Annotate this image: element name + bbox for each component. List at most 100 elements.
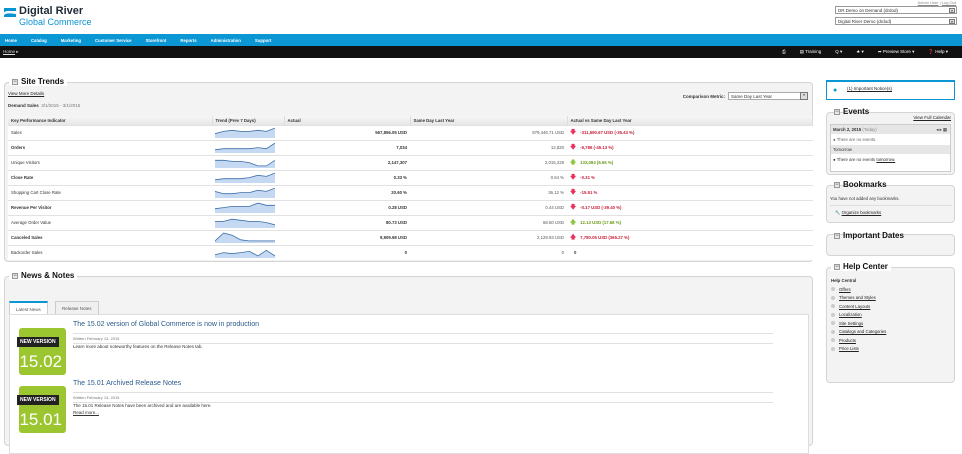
view-more-details-link[interactable]: View More Details <box>8 91 45 96</box>
help-link[interactable]: Content Layouts <box>839 303 871 309</box>
site-select-value: DR Demo on Demand (drdod) <box>838 8 899 13</box>
view-calendar-link[interactable]: View Full Calendar <box>913 115 951 120</box>
collapse-icon[interactable]: − <box>834 181 840 188</box>
nav-customer-service[interactable]: Customer Service <box>95 37 132 43</box>
kpi-table: Key Performance Indicator Trend (Prev 7 … <box>8 116 813 260</box>
diff-value: 🡇 -5,786 (-45.13 %) <box>567 139 813 155</box>
important-dates-title: Important Dates <box>843 231 904 240</box>
col-trend[interactable]: Trend (Prev 7 Days) <box>212 116 285 125</box>
print-icon[interactable]: ⎙ <box>782 49 786 54</box>
bookmarks-panel: − Bookmarks You have not added any bookma… <box>826 180 955 223</box>
preview-store-menu[interactable]: ➦ Preview Store ▾ <box>877 49 915 54</box>
trend-sparkline <box>214 172 276 183</box>
sparkline-line <box>214 202 275 209</box>
collapse-icon[interactable]: − <box>834 263 840 270</box>
sparkline-area <box>215 202 275 213</box>
trend-cell <box>212 139 284 155</box>
site-select[interactable]: DR Demo on Demand (drdod) ▼ <box>835 6 957 14</box>
trend-cell <box>212 199 284 215</box>
user-link[interactable]: Admin User <box>917 0 939 5</box>
actual-value: 0.28 USD <box>284 199 410 215</box>
help-link[interactable]: Localization <box>839 312 862 317</box>
help-menu[interactable]: ❓ Help ▾ <box>928 49 948 54</box>
nav-home[interactable]: Home <box>5 37 17 43</box>
trend-cell <box>212 124 284 140</box>
collapse-icon[interactable]: − <box>834 108 840 115</box>
col-actual[interactable]: Actual <box>284 116 411 125</box>
important-notices: ● (1) Important Notice(s) <box>826 80 955 100</box>
news-title-link[interactable]: The 15.02 version of Global Commerce is … <box>73 321 259 328</box>
collapse-icon[interactable]: − <box>834 232 840 239</box>
nav-storefront[interactable]: Storefront <box>145 37 167 43</box>
logout-link[interactable]: Log Out <box>941 0 956 5</box>
company-select[interactable]: Digital River Demo (drdod) ▼ <box>835 17 957 25</box>
nav-support[interactable]: Support <box>254 37 272 43</box>
comparison-label: Comparison Metric: <box>682 93 725 99</box>
table-row: Close Rate 0.33 % 0.64 % 🡇 -0.31 % <box>8 169 813 185</box>
help-item: Offers <box>831 287 886 292</box>
badge-label: NEW VERSION <box>17 337 59 347</box>
help-link[interactable]: Offers <box>839 286 851 292</box>
demand-sales-label: Demand Sales 3/1/2015 - 3/1/2015 <box>8 103 80 108</box>
nav-catalog[interactable]: Catalog <box>30 37 47 43</box>
diff-text: -0.31 % <box>580 174 595 180</box>
trend-sparkline <box>215 159 276 168</box>
read-more-link[interactable]: Read more... <box>73 410 100 415</box>
news-text: The 15.01 Release Notes have been archiv… <box>73 403 212 408</box>
help-link[interactable]: Products <box>839 337 856 343</box>
bullet-icon <box>831 338 835 342</box>
today-date: March 2, 2015 <box>833 127 862 132</box>
table-row: Shopping Cart Close Rate 20.60 % 36.12 %… <box>8 184 813 200</box>
help-link[interactable]: Themes and Styles <box>839 295 876 300</box>
help-link[interactable]: Site Settings <box>839 320 864 326</box>
nav-reports[interactable]: Reports <box>180 37 197 43</box>
arrow-down-icon: 🡇 <box>570 189 577 196</box>
organize-bookmarks: 🔧 Organize bookmarks <box>835 210 881 216</box>
diff-text: -311,590.67 USD (-35.43 %) <box>580 129 635 135</box>
help-link[interactable]: Price Lists <box>839 346 859 351</box>
arrow-down-icon: 🡇 <box>570 174 577 181</box>
diff-text: 132,084 (6.55 %) <box>580 159 614 165</box>
training-label: Training <box>805 49 822 54</box>
demand-label: Demand Sales <box>8 103 39 108</box>
news-title-link[interactable]: The 15.01 Archived Release Notes <box>73 380 182 387</box>
help-central-label: Help Central <box>831 278 857 283</box>
comparison-select[interactable]: Same Day Last Year ▼ <box>728 92 808 100</box>
training-button[interactable]: ▤ Training <box>799 49 822 54</box>
sparkline-line <box>214 127 276 134</box>
news-text: Learn more about noteworthy features on … <box>73 344 203 349</box>
event-empty: ● There are no events tomorrow. <box>833 157 896 162</box>
tab-release-notes[interactable]: Release Notes <box>55 301 99 315</box>
diff-text: -15.51 % <box>580 189 598 195</box>
table-row: Orders 7,034 12,820 🡇 -5,786 (-45.13 %) <box>8 139 813 155</box>
notices-link[interactable]: (1) Important Notice(s) <box>847 86 893 91</box>
comparison-value: Same Day Last Year <box>731 94 773 99</box>
preview-label: Preview Store ▾ <box>882 49 915 54</box>
collapse-icon[interactable]: − <box>12 78 18 85</box>
favorites-menu[interactable]: ★ ▾ <box>856 49 864 54</box>
today-header: March 2, 2015 (Today) ◂ ▸ ▦ <box>831 125 950 134</box>
help-item: Localization <box>831 312 886 317</box>
collapse-icon[interactable]: − <box>12 272 18 279</box>
organize-bookmarks-link[interactable]: Organize bookmarks <box>841 210 882 215</box>
nav-marketing[interactable]: Marketing <box>60 37 82 43</box>
breadcrumb-home[interactable]: Home <box>3 49 16 54</box>
sparkline-line <box>214 172 276 180</box>
nav-administration[interactable]: Administration <box>210 37 241 43</box>
diff-value: 🡅 12.13 USD (17.68 %) <box>567 214 813 230</box>
kpi-name: Unique Visitors <box>8 154 212 170</box>
diff-text: 7,780.05 USD (365.27 %) <box>580 234 630 240</box>
help-link[interactable]: Catalogs and Categories <box>839 329 887 334</box>
tomorrow-link[interactable]: tomorrow. <box>876 157 896 162</box>
sparkline-line <box>214 232 275 241</box>
col-kpi[interactable]: Key Performance Indicator <box>8 116 213 125</box>
trend-cell <box>212 214 284 230</box>
col-diff[interactable]: Actual vs Same Day Last Year <box>567 116 813 125</box>
col-last-year[interactable]: Same Day Last Year <box>410 116 568 125</box>
tab-latest-news[interactable]: Latest News <box>9 301 48 315</box>
help-item: Catalogs and Categories <box>831 329 886 334</box>
arrow-down-icon: 🡇 <box>570 204 577 211</box>
calendar-nav[interactable]: ◂ ▸ ▦ <box>936 127 947 132</box>
search-menu[interactable]: Q ▾ <box>835 49 843 54</box>
bookmarks-title: Bookmarks <box>843 180 887 189</box>
